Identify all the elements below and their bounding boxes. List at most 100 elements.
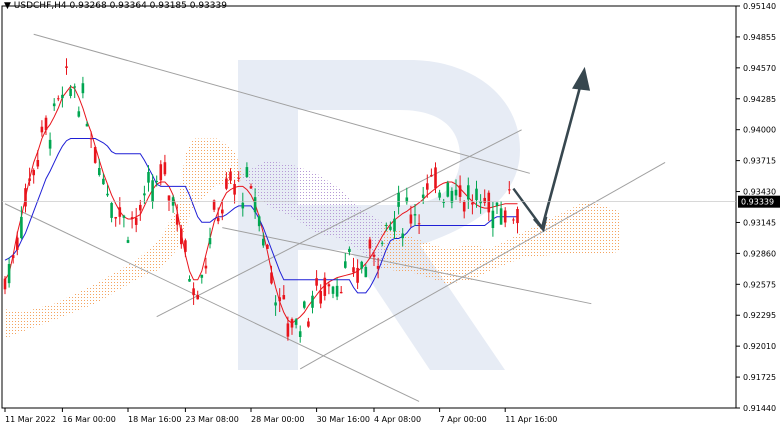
y-tick-label: 0.94570 — [743, 64, 776, 73]
current-price-box — [738, 195, 780, 208]
candle — [48, 132, 52, 156]
candle — [409, 205, 413, 228]
candle — [237, 171, 240, 182]
candle — [110, 202, 113, 223]
candle — [368, 236, 372, 259]
candle — [352, 257, 355, 277]
candle-body — [462, 201, 466, 212]
candle — [323, 272, 327, 301]
candle-body — [216, 217, 220, 222]
candle — [175, 204, 179, 232]
candle-body — [405, 197, 409, 203]
x-tick-label: 28 Mar 00:00 — [251, 415, 304, 424]
candle — [290, 317, 294, 335]
candle-body — [475, 188, 478, 201]
candle-body — [167, 195, 171, 201]
candle — [442, 198, 445, 208]
candle — [114, 216, 117, 227]
candle-body — [175, 214, 179, 225]
candle — [397, 185, 400, 215]
candle-body — [48, 139, 52, 149]
candle — [458, 175, 462, 203]
candle-body — [303, 301, 306, 308]
candle-body — [77, 111, 81, 117]
candle-body — [225, 178, 228, 189]
candle-body — [512, 219, 515, 221]
candle — [89, 131, 93, 149]
candle — [430, 168, 433, 177]
current-price-label: 0.93339 — [741, 198, 774, 207]
candlesticks — [3, 58, 519, 343]
candle — [380, 240, 384, 247]
y-tick-label: 0.93430 — [743, 188, 776, 197]
candle — [471, 194, 474, 215]
candle-body — [352, 267, 355, 273]
candle-body — [421, 194, 425, 198]
candle-body — [393, 218, 396, 232]
candle-body — [286, 323, 290, 337]
candle — [118, 197, 122, 225]
candle — [241, 192, 245, 217]
candle-body — [315, 278, 318, 286]
y-tick-label: 0.94000 — [743, 126, 776, 135]
candle — [393, 211, 396, 239]
candle-body — [319, 290, 322, 304]
candle-body — [446, 182, 450, 197]
candle-body — [130, 217, 134, 219]
candle-body — [356, 267, 359, 283]
candle — [73, 83, 76, 98]
candle-body — [253, 197, 257, 213]
candle-body — [106, 193, 109, 196]
candle-body — [413, 214, 417, 216]
candle — [282, 285, 286, 300]
candle — [102, 173, 105, 185]
candle-body — [16, 237, 19, 250]
x-tick-label: 4 Apr 08:00 — [374, 415, 421, 424]
candle-body — [20, 216, 23, 239]
candle-body — [3, 278, 7, 290]
candle-body — [249, 186, 253, 189]
candle — [344, 252, 347, 269]
candle — [225, 172, 228, 191]
y-tick-label: 0.95140 — [743, 2, 776, 11]
candle-body — [335, 285, 339, 297]
candle — [516, 206, 519, 234]
candle — [93, 146, 97, 164]
candle-body — [257, 216, 261, 227]
candle — [7, 257, 11, 288]
candle-body — [376, 265, 380, 269]
candle-body — [430, 174, 433, 177]
candle-body — [212, 200, 216, 210]
candle — [512, 217, 515, 224]
candle-body — [110, 203, 113, 218]
candle — [196, 290, 199, 300]
candle-body — [274, 302, 277, 306]
y-tick-label: 0.93145 — [743, 218, 776, 227]
candle-body — [69, 88, 72, 96]
candle — [438, 189, 441, 201]
candle-body — [471, 202, 474, 205]
candle — [253, 188, 257, 219]
candle — [446, 180, 450, 198]
y-tick-label: 0.92295 — [743, 311, 776, 320]
candle — [266, 243, 269, 249]
candle — [130, 211, 134, 229]
candle — [204, 257, 208, 274]
candle — [262, 232, 265, 248]
candle — [356, 259, 359, 290]
candle-body — [499, 208, 503, 225]
candle-body — [237, 177, 240, 179]
candle — [98, 158, 101, 177]
candle-body — [7, 264, 11, 284]
candle-body — [89, 138, 93, 140]
candle-body — [159, 164, 163, 181]
candle-body — [143, 193, 146, 196]
candle-body — [93, 147, 97, 163]
candle — [200, 274, 204, 284]
candle — [65, 58, 68, 75]
candle-body — [122, 215, 126, 218]
candle — [495, 201, 499, 214]
candle — [483, 189, 486, 206]
candle — [143, 185, 146, 204]
